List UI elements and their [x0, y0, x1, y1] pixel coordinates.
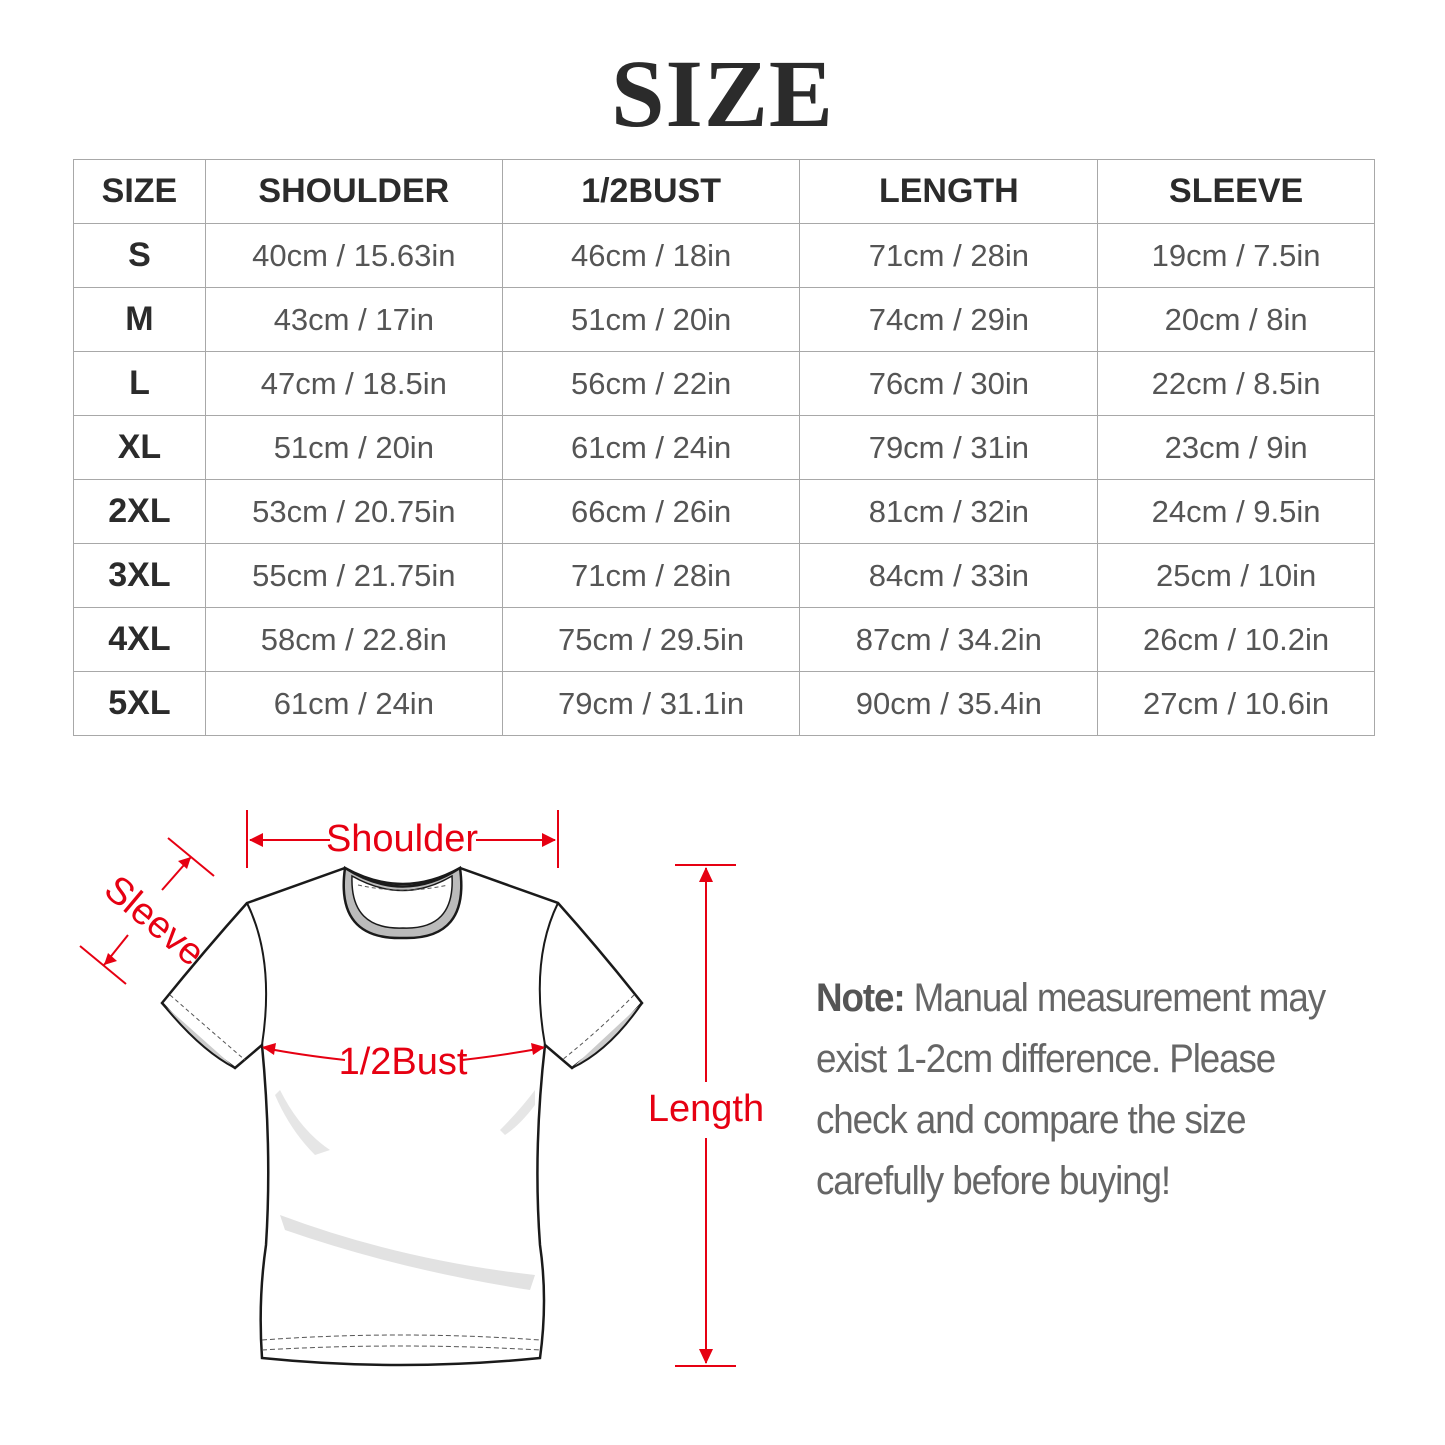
- table-header-row: SIZE SHOULDER 1/2BUST LENGTH SLEEVE: [73, 159, 1375, 224]
- measurement-cell: 79cm / 31in: [799, 415, 1099, 480]
- measurement-cell: 22cm / 8.5in: [1097, 351, 1375, 416]
- measurement-cell: 51cm / 20in: [501, 287, 801, 352]
- tshirt-diagram: Shoulder Sleeve 1/2Bust Length: [79, 810, 764, 1367]
- measurement-cell: 26cm / 10.2in: [1097, 607, 1375, 672]
- measurement-cell: 24cm / 9.5in: [1097, 479, 1375, 544]
- measurement-cell: 61cm / 24in: [204, 671, 503, 736]
- length-label: Length: [648, 1088, 764, 1130]
- measurement-cell: 58cm / 22.8in: [204, 607, 503, 672]
- shoulder-label: Shoulder: [326, 818, 478, 860]
- measurement-cell: 81cm / 32in: [799, 479, 1099, 544]
- note-label: Note:: [816, 976, 906, 1020]
- measurement-cell: 66cm / 26in: [501, 479, 801, 544]
- table-row: M 43cm / 17in 51cm / 20in 74cm / 29in 20cm /…: [73, 287, 1375, 352]
- note-body: Manual measurement may exist 1-2cm diffe…: [816, 976, 1326, 1203]
- measurement-cell: 87cm / 34.2in: [799, 607, 1099, 672]
- measurement-cell: 79cm / 31.1in: [501, 671, 801, 736]
- measurement-cell: 53cm / 20.75in: [204, 479, 503, 544]
- note-text: Note: Manual measurement may exist 1-2cm…: [816, 968, 1368, 1212]
- table-row: S 40cm / 15.63in 46cm / 18in 71cm / 28in 19c…: [73, 223, 1375, 288]
- measurement-cell: 46cm / 18in: [501, 223, 801, 288]
- measurement-cell: 47cm / 18.5in: [204, 351, 503, 416]
- measurement-cell: 75cm / 29.5in: [501, 607, 801, 672]
- size-cell: 4XL: [73, 607, 206, 672]
- size-cell: XL: [73, 415, 206, 480]
- measurement-cell: 76cm / 30in: [799, 351, 1099, 416]
- measurement-cell: 74cm / 29in: [799, 287, 1099, 352]
- table-row: 2XL 53cm / 20.75in 66cm / 26in 81cm / 32in 2…: [73, 479, 1375, 544]
- measurement-cell: 56cm / 22in: [501, 351, 801, 416]
- table-row: 4XL 58cm / 22.8in 75cm / 29.5in 87cm / 34.2…: [73, 607, 1375, 672]
- table-row: L 47cm / 18.5in 56cm / 22in 76cm / 30in 22cm…: [73, 351, 1375, 416]
- table-row: XL 51cm / 20in 61cm / 24in 79cm / 31in 23cm …: [73, 415, 1375, 480]
- measurement-cell: 90cm / 35.4in: [799, 671, 1099, 736]
- table-row: 5XL 61cm / 24in 79cm / 31.1in 90cm / 35.4in…: [73, 671, 1375, 736]
- size-cell: S: [73, 223, 206, 288]
- tshirt-icon: [160, 865, 644, 1367]
- measurement-cell: 51cm / 20in: [204, 415, 503, 480]
- size-cell: 2XL: [73, 479, 206, 544]
- column-header: SIZE: [73, 159, 206, 224]
- length-measure: [675, 864, 736, 1367]
- bust-measure: [262, 1043, 545, 1061]
- measurement-cell: 23cm / 9in: [1097, 415, 1375, 480]
- measurement-cell: 55cm / 21.75in: [204, 543, 503, 608]
- measurement-cell: 71cm / 28in: [799, 223, 1099, 288]
- measurement-cell: 19cm / 7.5in: [1097, 223, 1375, 288]
- table-row: 3XL 55cm / 21.75in 71cm / 28in 84cm / 33in 2…: [73, 543, 1375, 608]
- measurement-cell: 84cm / 33in: [799, 543, 1099, 608]
- column-header: LENGTH: [799, 159, 1099, 224]
- column-header: SHOULDER: [204, 159, 503, 224]
- measurement-cell: 43cm / 17in: [204, 287, 503, 352]
- page-title: SIZE: [611, 40, 834, 147]
- measurement-cell: 25cm / 10in: [1097, 543, 1375, 608]
- column-header: SLEEVE: [1097, 159, 1375, 224]
- measurement-cell: 40cm / 15.63in: [204, 223, 503, 288]
- column-header: 1/2BUST: [501, 159, 801, 224]
- shoulder-measure: [246, 810, 559, 868]
- size-cell: 3XL: [73, 543, 206, 608]
- measurement-cell: 61cm / 24in: [501, 415, 801, 480]
- size-cell: 5XL: [73, 671, 206, 736]
- sleeve-measure: [79, 837, 215, 985]
- size-cell: L: [73, 351, 206, 416]
- measurement-cell: 71cm / 28in: [501, 543, 801, 608]
- measurement-cell: 20cm / 8in: [1097, 287, 1375, 352]
- size-table: SIZE SHOULDER 1/2BUST LENGTH SLEEVE S 40cm / …: [73, 159, 1375, 736]
- measurement-cell: 27cm / 10.6in: [1097, 671, 1375, 736]
- bust-label: 1/2Bust: [339, 1041, 468, 1083]
- size-cell: M: [73, 287, 206, 352]
